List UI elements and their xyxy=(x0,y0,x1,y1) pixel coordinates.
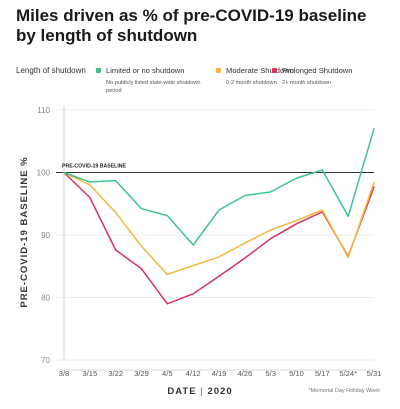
series-line-moderate-shutdown xyxy=(63,171,375,276)
y-tick-label: 110 xyxy=(37,106,50,115)
x-tick-label: 3/8 xyxy=(59,369,70,378)
y-tick-labels: 70 80 90 100 110 xyxy=(37,106,51,365)
x-axis-label-separator: | xyxy=(200,386,208,397)
x-tick-label: 3/29 xyxy=(134,369,149,378)
legend-label-prolonged: Prolonged Shutdown xyxy=(282,66,353,75)
x-tick-label: 5/24* xyxy=(339,369,357,378)
legend-swatch-limited xyxy=(96,68,101,73)
series-line-prolonged-shutdown xyxy=(63,171,375,305)
x-tick-label: 5/17 xyxy=(315,369,330,378)
x-tick-label: 3/22 xyxy=(108,369,123,378)
baseline-label: PRE-COVID-19 BASELINE xyxy=(62,164,127,170)
x-tick-label: 4/26 xyxy=(237,369,252,378)
legend-item-prolonged: Prolonged Shutdown xyxy=(272,66,353,75)
legend-sub-moderate: 0-2 month shutdown xyxy=(226,80,277,86)
baseline-group: PRE-COVID-19 BASELINE xyxy=(56,164,374,173)
y-tick-label: 100 xyxy=(37,169,51,178)
y-tick-label: 90 xyxy=(41,231,50,240)
x-tick-label: 4/5 xyxy=(162,369,173,378)
legend-item-moderate: Moderate Shutdown xyxy=(216,66,294,75)
x-tick-label: 5/10 xyxy=(289,369,304,378)
x-tick-label: 5/3 xyxy=(265,369,276,378)
legend-heading: Length of shutdown xyxy=(16,66,86,75)
legend-item-limited: Limited or no shutdown xyxy=(96,66,185,75)
x-tick-label: 5/31 xyxy=(367,369,382,378)
legend-label-moderate: Moderate Shutdown xyxy=(226,66,294,75)
y-axis-label: PRE-COVID-19 BASELINE % xyxy=(19,156,30,307)
grid-lines xyxy=(56,106,374,371)
footnote: *Memorial Day Holiday Week xyxy=(308,388,380,394)
x-axis-label-date: DATE xyxy=(167,386,197,397)
legend-swatch-prolonged xyxy=(272,68,277,73)
y-tick-label: 70 xyxy=(41,356,50,365)
legend-label-limited: Limited or no shutdown xyxy=(106,66,185,75)
legend-swatch-moderate xyxy=(216,68,221,73)
y-tick-label: 80 xyxy=(41,294,50,303)
x-tick-label: 4/12 xyxy=(186,369,201,378)
x-tick-labels: 3/8 3/15 3/22 3/29 4/5 4/12 4/19 4/26 5/3 5/10 5/1… xyxy=(59,369,382,378)
x-axis-label-year: 2020 xyxy=(207,386,233,397)
series-lines xyxy=(63,128,375,305)
legend-sub-limited: No publicly listed state-wide shutdown p… xyxy=(106,80,201,94)
chart-title: Miles driven as % of pre-COVID-19 baseli… xyxy=(16,6,367,45)
x-tick-label: 4/19 xyxy=(212,369,227,378)
x-tick-label: 3/15 xyxy=(82,369,97,378)
series-line-limited-or-no-shutdown xyxy=(63,128,375,246)
x-axis-label: DATE | 2020 xyxy=(0,386,400,397)
legend-sub-prolonged: 2+ month shutdown xyxy=(282,80,331,86)
